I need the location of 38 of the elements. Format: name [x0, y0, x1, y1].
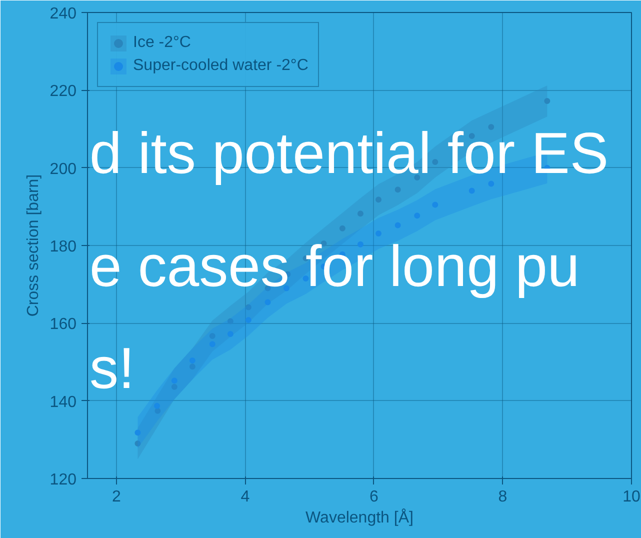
y-axis-title: Cross section [barn]	[24, 174, 42, 317]
point	[227, 318, 234, 324]
y-tick-label: 180	[50, 238, 77, 256]
x-tick-label: 10	[622, 488, 640, 506]
point	[134, 430, 141, 436]
point	[375, 230, 382, 236]
x-tick-label: 2	[112, 488, 122, 506]
y-tick-label: 220	[50, 83, 77, 100]
point	[134, 440, 141, 447]
annotation: d its potential for ES	[90, 121, 609, 186]
point	[544, 98, 550, 104]
point	[154, 402, 160, 409]
point	[209, 332, 216, 339]
point	[245, 317, 252, 324]
point	[375, 196, 382, 203]
point	[357, 210, 364, 217]
y-tick-label: 160	[50, 316, 77, 334]
point	[339, 225, 346, 232]
x-tick-label: 6	[370, 488, 379, 506]
point	[189, 364, 196, 370]
legend-label: Ice -2°C	[133, 34, 191, 52]
annotation: e cases for long pu	[90, 234, 580, 299]
y-tick-label: 240	[50, 6, 77, 22]
point	[154, 408, 161, 414]
point	[189, 357, 196, 364]
point	[488, 124, 494, 130]
x-tick-label: 4	[240, 488, 250, 506]
point	[171, 384, 178, 390]
y-tick-label: 140	[50, 394, 77, 411]
x-axis-title: Wavelength [Å]	[306, 508, 414, 526]
y-tick-label: 200	[50, 160, 77, 178]
x-tick-label: 8	[498, 488, 508, 506]
y-tick-label: 120	[50, 472, 77, 488]
legend-label: Super-cooled water -2°C	[133, 57, 308, 75]
point	[432, 159, 438, 166]
point	[394, 186, 401, 193]
point	[171, 378, 178, 384]
annotation: s!	[90, 336, 135, 401]
